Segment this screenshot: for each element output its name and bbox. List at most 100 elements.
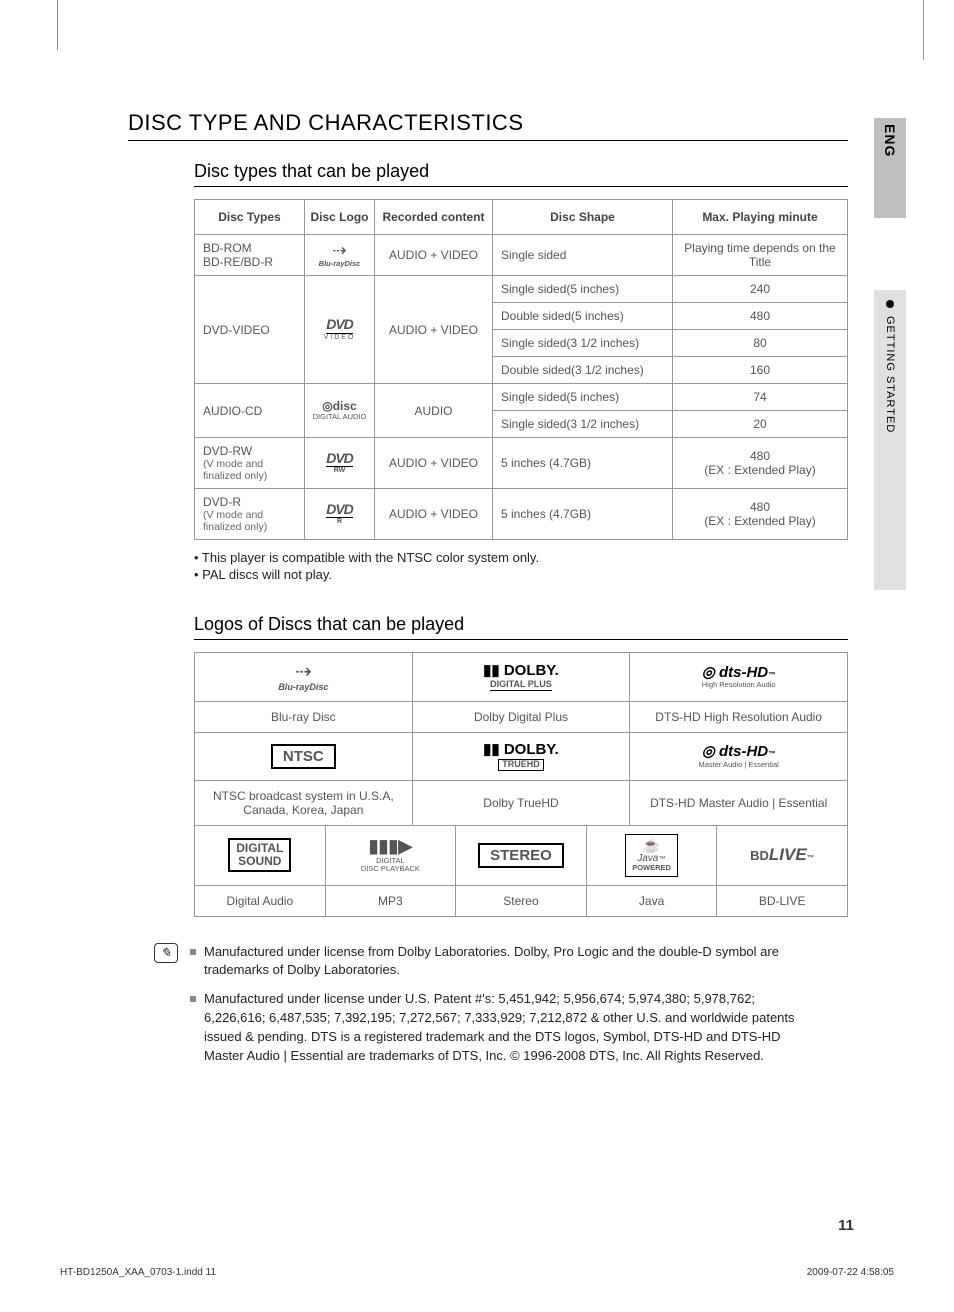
note-icon: ✎ — [154, 943, 178, 963]
cell-recorded-content: AUDIO — [375, 384, 493, 438]
cell-recorded-content: AUDIO + VIDEO — [375, 489, 493, 540]
bluray-logo-icon: ⇢Blu-rayDisc — [311, 242, 368, 269]
logo-label: Dolby TrueHD — [412, 780, 630, 825]
mp3-logo-icon: ▮▮▮▶DIGITALDISC PLAYBACK — [330, 837, 452, 873]
footnote-item: Manufactured under license from Dolby La… — [190, 943, 800, 981]
logos-table: ⇢Blu-rayDisc ▮▮ DOLBY.DIGITAL PLUS ◎ dts-H… — [194, 652, 848, 917]
java-logo-icon: ☕Java™POWERED — [625, 834, 678, 877]
bullet-icon — [886, 300, 894, 308]
subtitle-logos: Logos of Discs that can be played — [194, 614, 848, 640]
logo-cell: ▮▮ DOLBY.DIGITAL PLUS — [412, 653, 630, 702]
ntsc-logo-icon: NTSC — [271, 744, 336, 769]
cell-disc-type: AUDIO-CD — [195, 384, 305, 438]
cell-disc-shape: Single sided(5 inches) — [493, 276, 673, 303]
logo-cell: ▮▮ DOLBY.TRUEHD — [412, 732, 630, 780]
cell-disc-logo: DVDRW — [305, 438, 375, 489]
th-disc-shape: Disc Shape — [493, 200, 673, 235]
cell-disc-logo: DVDVIDEO — [305, 276, 375, 384]
logo-cell: NTSC — [195, 732, 413, 780]
table-header-row: Disc Types Disc Logo Recorded content Di… — [195, 200, 848, 235]
cell-disc-logo: ◎discDIGITAL AUDIO — [305, 384, 375, 438]
cell-max-minutes: 480(EX : Extended Play) — [673, 489, 848, 540]
digital-sound-logo-icon: DIGITALSOUND — [228, 838, 291, 872]
cell-disc-shape: Single sided(3 1/2 inches) — [493, 330, 673, 357]
th-disc-types: Disc Types — [195, 200, 305, 235]
cell-max-minutes: Playing time depends on the Title — [673, 235, 848, 276]
bdlive-logo-icon: BDLIVE™ — [750, 848, 814, 863]
dvd-video-logo-icon: DVDVIDEO — [311, 317, 368, 341]
cell-disc-logo: ⇢Blu-rayDisc — [305, 235, 375, 276]
logo-label: Java — [586, 885, 717, 916]
section-title: DISC TYPE AND CHARACTERISTICS — [128, 110, 848, 141]
compatibility-notes: • This player is compatible with the NTS… — [194, 550, 848, 582]
cell-max-minutes: 160 — [673, 357, 848, 384]
logo-cell: ⇢Blu-rayDisc — [195, 653, 413, 702]
page-content: DISC TYPE AND CHARACTERISTICS Disc types… — [128, 110, 848, 1076]
cell-recorded-content: AUDIO + VIDEO — [375, 276, 493, 384]
dts-hd-hra-logo-icon: ◎ dts-HD™High Resolution Audio — [634, 665, 843, 690]
cell-max-minutes: 480 — [673, 303, 848, 330]
language-tab: ENG — [874, 118, 906, 218]
th-disc-logo: Disc Logo — [305, 200, 375, 235]
logo-cell: ◎ dts-HD™Master Audio | Essential — [630, 732, 848, 780]
cell-disc-shape: 5 inches (4.7GB) — [493, 489, 673, 540]
logo-label: Digital Audio — [195, 885, 326, 916]
cell-max-minutes: 480(EX : Extended Play) — [673, 438, 848, 489]
cell-disc-logo: DVDR — [305, 489, 375, 540]
stereo-logo-icon: STEREO — [478, 843, 564, 868]
cell-disc-type: DVD-R(V mode and finalized only) — [195, 489, 305, 540]
dvd-r-logo-icon: DVDR — [311, 502, 368, 526]
th-recorded-content: Recorded content — [375, 200, 493, 235]
crop-mark-right — [923, 0, 924, 60]
section-tab-label: GETTING STARTED — [884, 316, 896, 433]
cell-disc-shape: 5 inches (4.7GB) — [493, 438, 673, 489]
logo-cell: ◎ dts-HD™High Resolution Audio — [630, 653, 848, 702]
table-row: DVD-R(V mode and finalized only)DVDR AUDI… — [195, 489, 848, 540]
table-row: BD-ROMBD-RE/BD-R⇢Blu-rayDisc AUDIO + VIDE… — [195, 235, 848, 276]
logo-label: Blu-ray Disc — [195, 701, 413, 732]
logo-label: DTS-HD High Resolution Audio — [630, 701, 848, 732]
logo-label: NTSC broadcast system in U.S.A, Canada, … — [195, 780, 413, 825]
language-label: ENG — [882, 124, 898, 157]
bluray-logo-icon: ⇢Blu-rayDisc — [199, 661, 408, 693]
dvd-rw-logo-icon: DVDRW — [311, 451, 368, 475]
dts-hd-ma-logo-icon: ◎ dts-HD™Master Audio | Essential — [634, 744, 843, 769]
table-row: DVD-RW(V mode and finalized only)DVDRW AU… — [195, 438, 848, 489]
page-number: 11 — [838, 1217, 854, 1234]
logo-label: MP3 — [325, 885, 456, 916]
cell-max-minutes: 20 — [673, 411, 848, 438]
logo-label: BD-LIVE — [717, 885, 848, 916]
table-row: AUDIO-CD◎discDIGITAL AUDIOAUDIOSingle si… — [195, 384, 848, 411]
cell-disc-type: DVD-RW(V mode and finalized only) — [195, 438, 305, 489]
footer-filename: HT-BD1250A_XAA_0703-1.indd 11 — [60, 1267, 216, 1278]
logo-label: Stereo — [456, 885, 587, 916]
cell-max-minutes: 74 — [673, 384, 848, 411]
subtitle-disc-types: Disc types that can be played — [194, 161, 848, 187]
cell-disc-shape: Single sided — [493, 235, 673, 276]
cell-disc-type: BD-ROMBD-RE/BD-R — [195, 235, 305, 276]
cell-recorded-content: AUDIO + VIDEO — [375, 235, 493, 276]
disc-types-table: Disc Types Disc Logo Recorded content Di… — [194, 199, 848, 540]
cell-disc-type: DVD-VIDEO — [195, 276, 305, 384]
cell-disc-shape: Double sided(3 1/2 inches) — [493, 357, 673, 384]
logo-cell: ☕Java™POWERED — [586, 825, 717, 885]
compact-disc-logo-icon: ◎discDIGITAL AUDIO — [311, 400, 368, 421]
cell-disc-shape: Double sided(5 inches) — [493, 303, 673, 330]
section-tab: GETTING STARTED — [874, 290, 906, 590]
logo-cell: BDLIVE™ — [717, 825, 848, 885]
logo-cell: ▮▮▮▶DIGITALDISC PLAYBACK — [325, 825, 456, 885]
trademark-notes: ✎ Manufactured under license from Dolby … — [154, 943, 848, 1076]
cell-disc-shape: Single sided(5 inches) — [493, 384, 673, 411]
logo-label: DTS-HD Master Audio | Essential — [630, 780, 848, 825]
cell-max-minutes: 240 — [673, 276, 848, 303]
table-row: DVD-VIDEODVDVIDEOAUDIO + VIDEOSingle sid… — [195, 276, 848, 303]
footnote-item: Manufactured under license under U.S. Pa… — [190, 990, 800, 1065]
cell-recorded-content: AUDIO + VIDEO — [375, 438, 493, 489]
logo-label: Dolby Digital Plus — [412, 701, 630, 732]
dolby-digital-plus-logo-icon: ▮▮ DOLBY.DIGITAL PLUS — [417, 663, 626, 690]
cell-disc-shape: Single sided(3 1/2 inches) — [493, 411, 673, 438]
th-max-playing: Max. Playing minute — [673, 200, 848, 235]
crop-mark — [40, 0, 58, 50]
logo-cell: DIGITALSOUND — [195, 825, 326, 885]
cell-max-minutes: 80 — [673, 330, 848, 357]
